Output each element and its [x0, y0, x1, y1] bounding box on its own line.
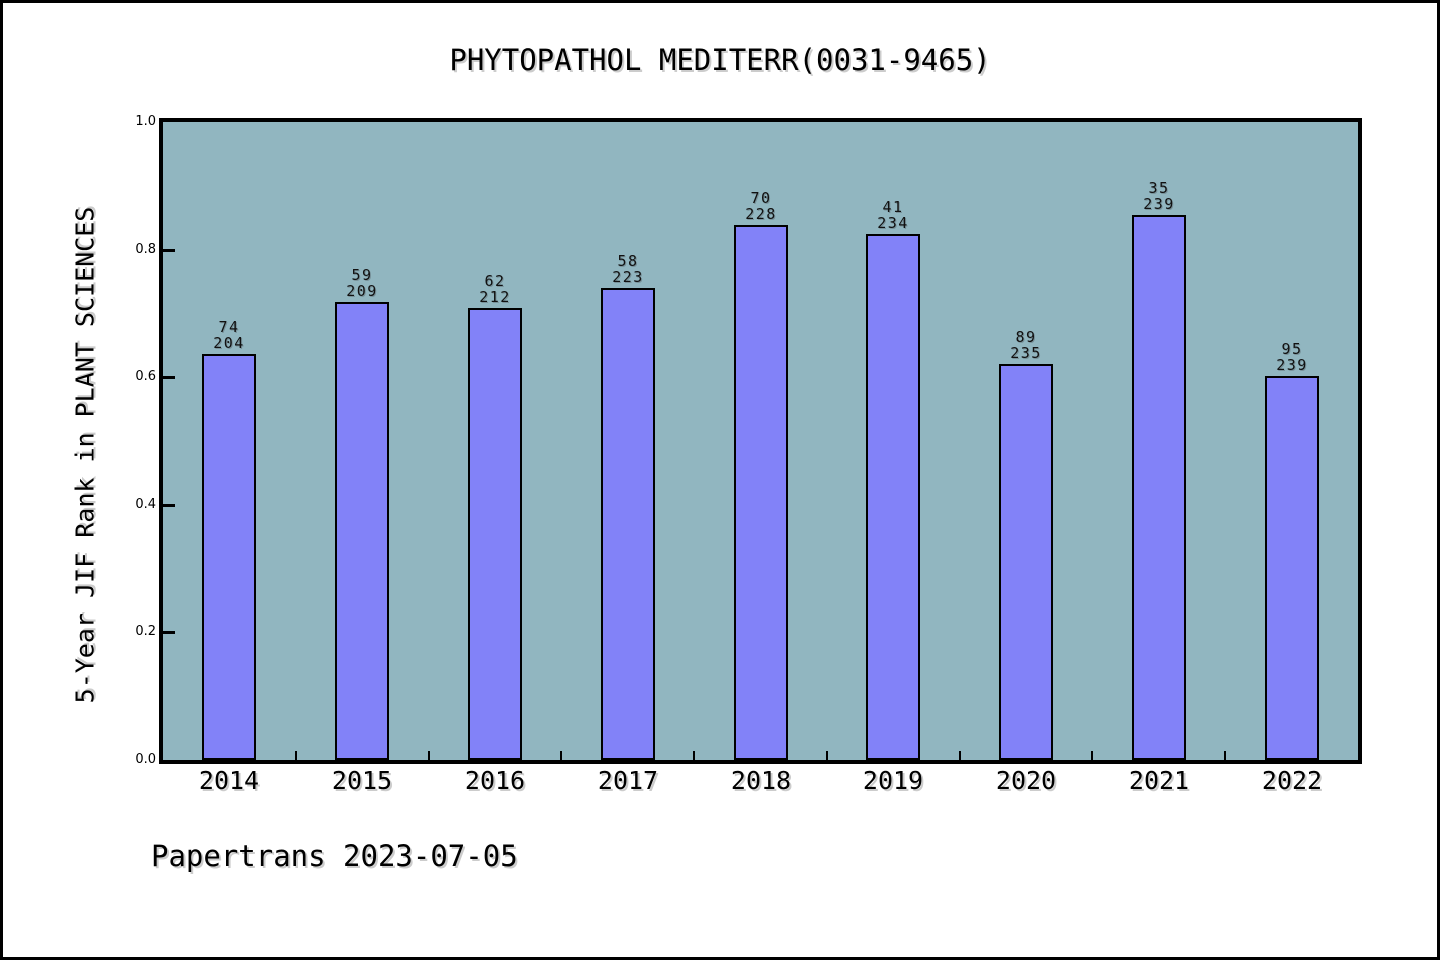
bar-total-value: 223	[612, 268, 644, 286]
y-axis-title: 5-Year JIF Rank in PLANT SCIENCES	[70, 206, 100, 704]
x-tick-mark	[958, 751, 961, 760]
x-tick-mark	[693, 751, 696, 760]
bar-rank-value: 95	[1281, 340, 1303, 358]
bar-2018	[734, 225, 788, 760]
bar-annotation-2019: 41 234	[843, 199, 943, 231]
bar-annotation-2016: 62 212	[445, 273, 545, 305]
y-tick-mark	[163, 376, 175, 380]
bar-annotation-2020: 89 235	[976, 329, 1076, 361]
y-tick-label: 1.0	[135, 114, 156, 129]
bar-total-value: 228	[745, 205, 777, 223]
bar-annotation-2014: 74 204	[179, 319, 279, 351]
x-tick-label-2014: 2014	[198, 766, 260, 795]
bar-annotation-2021: 35 239	[1109, 180, 1209, 212]
bar-total-value: 239	[1276, 356, 1308, 374]
x-tick-label-2018: 2018	[730, 766, 792, 795]
bar-total-value: 239	[1143, 195, 1175, 213]
y-tick-mark	[163, 503, 175, 507]
bar-rank-value: 62	[484, 272, 506, 290]
bar-rank-value: 74	[218, 318, 240, 336]
bar-total-value: 235	[1010, 344, 1042, 362]
bar-rank-value: 89	[1015, 328, 1037, 346]
y-tick-mark	[163, 248, 175, 252]
bar-2017	[601, 288, 655, 760]
x-tick-label-2017: 2017	[597, 766, 659, 795]
bar-total-value: 209	[346, 282, 378, 300]
bar-2020	[999, 364, 1053, 760]
y-tick-label: 0.8	[135, 241, 156, 257]
bar-rank-value: 41	[882, 198, 904, 216]
y-tick-label: 0.0	[135, 752, 156, 767]
y-tick-label: 0.6	[135, 369, 156, 385]
y-tick-label: 0.2	[135, 624, 156, 640]
x-tick-label-2016: 2016	[464, 766, 526, 795]
x-tick-label-2021: 2021	[1128, 766, 1190, 795]
bar-rank-value: 70	[750, 189, 772, 207]
x-tick-mark	[294, 751, 297, 760]
bar-2014	[202, 354, 256, 760]
bar-total-value: 212	[479, 288, 511, 306]
x-tick-label-2015: 2015	[331, 766, 393, 795]
bar-annotation-2015: 59 209	[312, 267, 412, 299]
bar-2021	[1132, 215, 1186, 760]
x-tick-mark	[1224, 751, 1227, 760]
bar-2016	[468, 308, 522, 760]
bar-2019	[866, 234, 920, 760]
plot-area: 74 204 59 209 62 212 58 223 70 228 41 234 89 235 35 239…	[159, 118, 1362, 764]
x-tick-label-2019: 2019	[862, 766, 924, 795]
bar-2015	[335, 302, 389, 760]
y-tick-label: 0.4	[135, 496, 156, 512]
chart-title: PHYTOPATHOL MEDITERR(0031-9465)	[449, 43, 991, 77]
bar-rank-value: 35	[1148, 179, 1170, 197]
x-tick-mark	[427, 751, 430, 760]
bar-total-value: 204	[213, 334, 245, 352]
x-tick-mark	[825, 751, 828, 760]
bar-annotation-2018: 70 228	[711, 190, 811, 222]
bar-annotation-2022: 95 239	[1242, 341, 1342, 373]
bar-rank-value: 58	[617, 252, 639, 270]
y-tick-mark	[163, 631, 175, 635]
x-tick-label-2022: 2022	[1261, 766, 1323, 795]
bar-2022	[1265, 376, 1319, 760]
bar-rank-value: 59	[351, 266, 373, 284]
x-tick-mark	[1091, 751, 1094, 760]
footer-watermark: Papertrans 2023-07-05	[151, 839, 518, 873]
bar-total-value: 234	[877, 214, 909, 232]
bar-annotation-2017: 58 223	[578, 253, 678, 285]
x-tick-label-2020: 2020	[995, 766, 1057, 795]
x-tick-mark	[560, 751, 563, 760]
